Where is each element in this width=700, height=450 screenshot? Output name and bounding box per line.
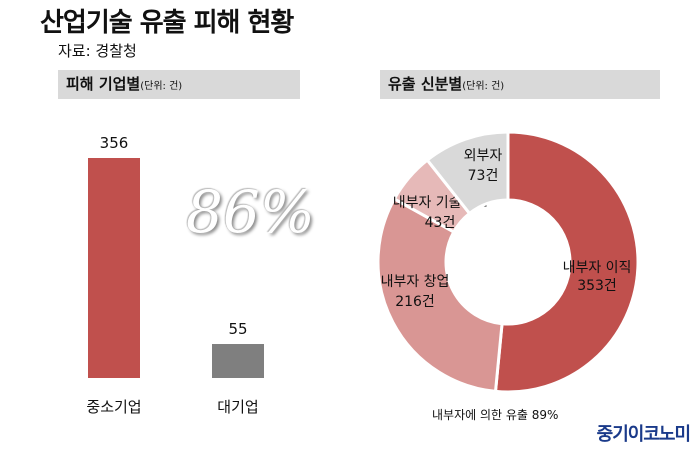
donut-label-1: 내부자 이직 (563, 260, 632, 276)
donut-footnote: 내부자에 의한 유출 89% (432, 408, 559, 422)
bar-value-label-2: 55 (228, 320, 247, 338)
donut-section-title: 유출 신분별 (388, 75, 463, 93)
brand-logo: 중기이코노미 (596, 424, 691, 445)
donut-value-label-1: 353건 (577, 278, 617, 294)
donut-slice-4 (425, 130, 510, 216)
donut-label-2: 내부자 창업 (381, 274, 450, 290)
donut-value-label-4: 73건 (468, 168, 499, 184)
donut-section-unit: (단위: 건) (462, 81, 505, 92)
bar-2 (212, 344, 264, 378)
bar-section-unit: (단위: 건) (140, 81, 183, 92)
source-label: 자료: 경찰청 (58, 42, 137, 60)
bar-1 (88, 158, 140, 378)
donut-section-header: 유출 신분별(단위: 건) (380, 70, 660, 99)
donut-slice-1 (493, 130, 640, 394)
chart-title: 산업기술 유출 피해 현황 (40, 8, 294, 38)
donut-value-label-3: 43건 (425, 215, 456, 231)
bar-category-label-2: 대기업 (217, 398, 258, 416)
bar-value-label-1: 356 (100, 134, 129, 152)
donut-slice-2 (376, 196, 504, 394)
bar-section-header: 피해 기업별(단위: 건) (58, 70, 300, 99)
donut-label-4: 외부자 (464, 148, 503, 164)
bar-section-title: 피해 기업별 (66, 75, 141, 93)
share-annotation: 86% (186, 178, 315, 246)
bar-category-label-1: 중소기업 (86, 398, 141, 416)
donut-value-label-2: 216건 (395, 294, 435, 310)
